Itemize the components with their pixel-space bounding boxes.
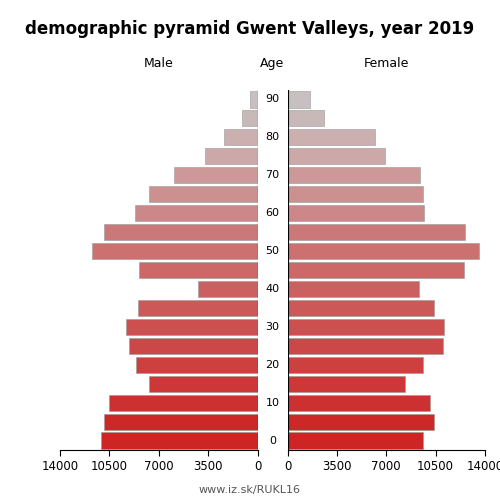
Bar: [198, 281, 258, 297]
Bar: [288, 376, 405, 392]
Text: 50: 50: [266, 246, 280, 256]
Bar: [206, 148, 258, 164]
Text: 10: 10: [266, 398, 280, 407]
Bar: [288, 205, 424, 221]
Bar: [288, 414, 434, 430]
Bar: [92, 243, 258, 259]
Bar: [104, 414, 258, 430]
Bar: [288, 167, 420, 184]
Bar: [288, 186, 423, 202]
Bar: [242, 110, 258, 126]
Bar: [126, 319, 258, 335]
Bar: [136, 356, 258, 373]
Bar: [135, 205, 258, 221]
Bar: [224, 130, 258, 146]
Bar: [288, 148, 385, 164]
Text: 0: 0: [269, 436, 276, 446]
Text: Male: Male: [144, 57, 174, 70]
Text: 40: 40: [266, 284, 280, 294]
Text: Age: Age: [260, 57, 284, 70]
Bar: [288, 243, 480, 259]
Bar: [138, 300, 258, 316]
Bar: [250, 92, 258, 108]
Bar: [288, 110, 324, 126]
Text: 30: 30: [266, 322, 280, 332]
Bar: [288, 130, 375, 146]
Text: Female: Female: [364, 57, 409, 70]
Text: 80: 80: [266, 132, 280, 142]
Bar: [288, 394, 430, 410]
Bar: [129, 338, 258, 354]
Bar: [104, 224, 258, 240]
Text: www.iz.sk/RUKL16: www.iz.sk/RUKL16: [199, 485, 301, 495]
Bar: [110, 394, 258, 410]
Bar: [174, 167, 258, 184]
Bar: [288, 262, 464, 278]
Text: 60: 60: [266, 208, 280, 218]
Bar: [149, 376, 258, 392]
Bar: [288, 319, 444, 335]
Text: demographic pyramid Gwent Valleys, year 2019: demographic pyramid Gwent Valleys, year …: [26, 20, 474, 38]
Text: 90: 90: [266, 94, 280, 104]
Bar: [288, 432, 423, 448]
Bar: [288, 356, 423, 373]
Bar: [288, 281, 418, 297]
Text: 20: 20: [266, 360, 280, 370]
Bar: [288, 224, 465, 240]
Bar: [288, 300, 434, 316]
Bar: [149, 186, 258, 202]
Text: 70: 70: [266, 170, 280, 180]
Bar: [288, 338, 442, 354]
Bar: [288, 92, 310, 108]
Bar: [101, 432, 258, 448]
Bar: [139, 262, 258, 278]
